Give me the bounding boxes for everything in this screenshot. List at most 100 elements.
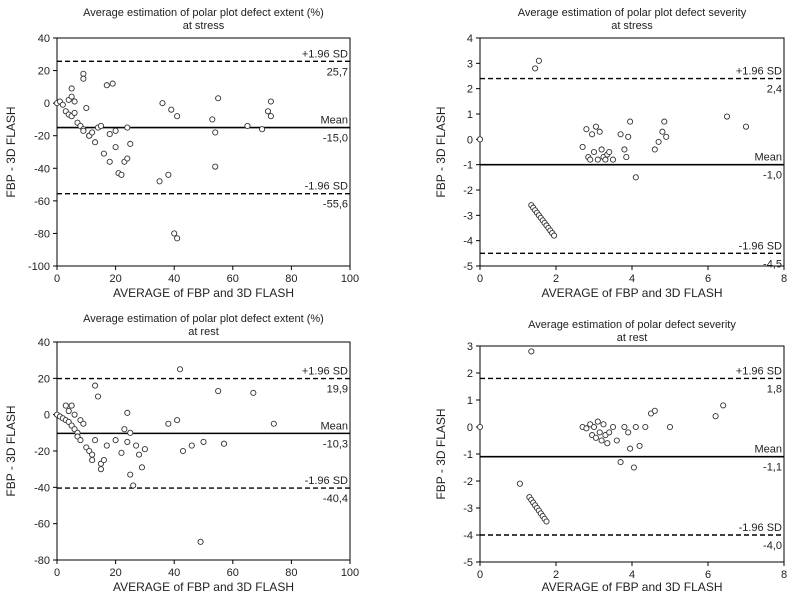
y-tick-label: -20	[34, 131, 50, 143]
data-point	[179, 447, 187, 455]
data-point	[579, 143, 586, 150]
y-tick-label: 0	[467, 422, 473, 434]
reference-line-label: Mean	[320, 420, 348, 432]
data-point	[663, 133, 670, 140]
data-point	[516, 480, 523, 487]
y-axis-label: FBP - 3D FLASH	[4, 106, 18, 197]
data-point	[124, 409, 131, 416]
reference-line-label: +1.96 SD	[302, 366, 348, 378]
data-point	[264, 108, 272, 115]
data-point	[551, 232, 558, 239]
y-tick-label: 3	[467, 341, 473, 353]
data-point	[92, 437, 99, 444]
data-point	[92, 139, 99, 146]
data-point	[655, 138, 662, 145]
data-point	[141, 446, 148, 453]
data-point	[177, 366, 184, 373]
data-point	[259, 126, 266, 133]
data-point	[250, 389, 257, 396]
data-point	[124, 155, 131, 162]
data-point	[174, 235, 181, 242]
x-tick-label: 2	[553, 273, 559, 285]
data-point	[127, 140, 134, 147]
y-tick-label: -60	[34, 519, 50, 531]
data-point	[215, 95, 222, 102]
data-point	[659, 128, 666, 135]
y-tick-label: -4	[463, 530, 473, 542]
x-tick-label: 6	[705, 273, 711, 285]
data-point	[118, 449, 125, 456]
chart-title: Average estimation of polar defect sever…	[528, 319, 736, 331]
x-tick-label: 6	[705, 569, 711, 581]
data-point	[118, 171, 125, 178]
x-tick-label: 8	[781, 569, 787, 581]
panel-rest-extent: Average estimation of polar plot defect …	[4, 313, 359, 594]
data-point	[587, 156, 594, 163]
reference-line-value: -1,0	[763, 170, 782, 182]
y-tick-label: 3	[467, 58, 473, 70]
data-point	[594, 418, 601, 425]
data-point	[720, 402, 727, 409]
y-axis-label: FBP - 3D FLASH	[4, 405, 18, 496]
data-point	[159, 100, 166, 107]
reference-line-label: +1.96 SD	[302, 48, 348, 60]
data-point	[630, 464, 637, 471]
chart-title: Average estimation of polar plot defect …	[518, 7, 747, 19]
data-point	[476, 423, 484, 431]
x-tick-label: 80	[285, 273, 297, 285]
reference-line-label: -1.96 SD	[739, 522, 782, 534]
data-point	[171, 230, 178, 237]
x-tick-label: 60	[227, 273, 239, 285]
data-point	[592, 123, 599, 130]
data-point	[617, 131, 624, 138]
data-point	[89, 129, 96, 136]
data-point	[609, 156, 617, 163]
chart-title: Average estimation of polar plot defect …	[83, 7, 324, 19]
y-tick-label: -2	[463, 476, 473, 488]
y-axis-label: FBP - 3D FLASH	[434, 408, 448, 499]
x-tick-label: 4	[629, 273, 635, 285]
reference-line-value: 1,8	[767, 383, 782, 395]
data-point	[642, 423, 649, 431]
x-tick-label: 100	[341, 273, 359, 285]
data-point	[100, 457, 107, 464]
y-tick-label: -40	[34, 482, 50, 494]
y-tick-label: -5	[463, 261, 473, 273]
data-point	[596, 429, 603, 436]
y-tick-label: -100	[28, 261, 50, 273]
data-point	[625, 429, 632, 436]
y-tick-label: 2	[467, 84, 473, 96]
reference-line-label: +1.96 SD	[736, 365, 782, 377]
panel-rest-severity: Average estimation of polar defect sever…	[434, 319, 787, 594]
x-tick-label: 40	[168, 567, 180, 579]
data-point	[604, 440, 611, 447]
y-tick-label: -60	[34, 196, 50, 208]
x-tick-label: 20	[109, 273, 121, 285]
data-point	[97, 122, 104, 129]
data-point	[267, 113, 274, 120]
data-point	[135, 451, 143, 458]
y-tick-label: 2	[467, 368, 473, 380]
data-point	[68, 85, 75, 92]
data-point	[133, 442, 140, 449]
chart-title: Average estimation of polar plot defect …	[83, 313, 324, 325]
chart-subtitle: at rest	[188, 326, 219, 338]
data-point	[636, 442, 643, 449]
data-point	[138, 464, 146, 471]
data-point	[212, 163, 219, 170]
data-point	[606, 148, 613, 156]
data-point	[590, 148, 598, 156]
data-point	[106, 158, 113, 165]
x-tick-label: 0	[54, 273, 60, 285]
data-point	[270, 420, 277, 427]
y-tick-label: 20	[38, 373, 50, 385]
x-axis-label: AVERAGE of FBP and 3D FLASH	[542, 286, 723, 300]
chart-subtitle: at stress	[183, 20, 225, 32]
reference-line-value: -10,3	[323, 438, 348, 450]
data-point	[80, 75, 87, 82]
data-point	[590, 423, 598, 431]
x-tick-label: 100	[341, 567, 359, 579]
data-point	[267, 98, 274, 105]
y-tick-label: 40	[38, 33, 50, 45]
data-point	[130, 482, 137, 489]
